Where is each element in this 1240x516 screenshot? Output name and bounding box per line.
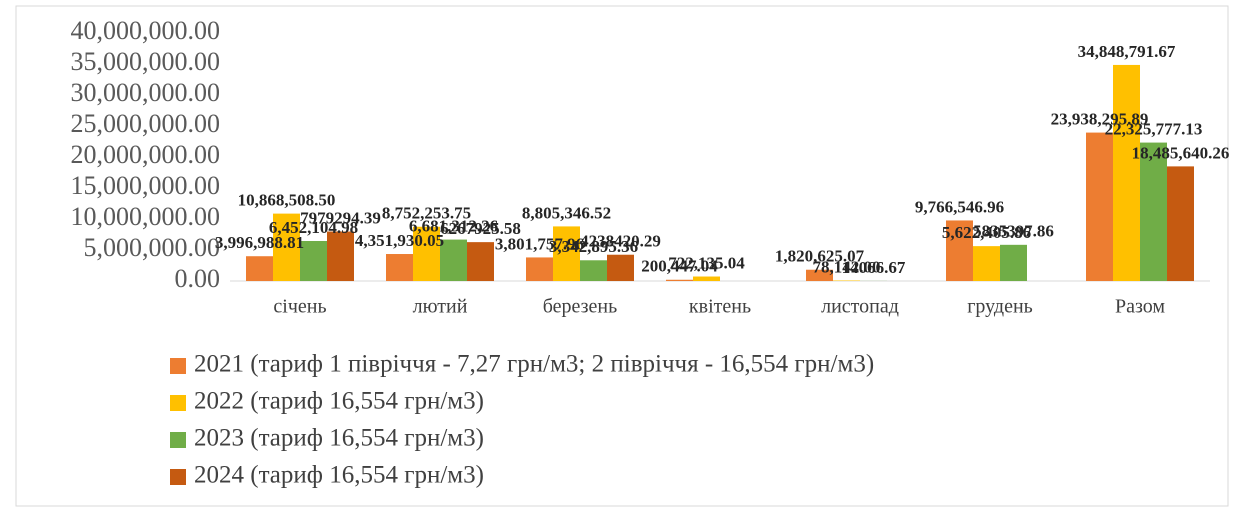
data-label: 18,485,640.26 bbox=[1132, 143, 1230, 162]
legend-label: 2024 (тариф 16,554 грн/м3) bbox=[194, 462, 484, 489]
x-tick-label: січень bbox=[273, 296, 326, 318]
bar bbox=[467, 242, 494, 281]
data-label: 10,868,508.50 bbox=[238, 191, 336, 210]
data-label: 4,351,930.05 bbox=[355, 231, 444, 250]
legend-swatch bbox=[170, 395, 186, 411]
legend-swatch bbox=[170, 469, 186, 485]
data-label: 3,801,757.96 bbox=[495, 234, 584, 253]
bar bbox=[386, 254, 413, 281]
y-tick-label: 5,000,000.00 bbox=[84, 233, 221, 262]
y-tick-label: 15,000,000.00 bbox=[71, 171, 221, 200]
data-label: 6,681,312.26 bbox=[409, 216, 498, 235]
x-tick-label: лютий bbox=[413, 296, 468, 318]
x-tick-label: квітень bbox=[689, 296, 751, 318]
bar bbox=[246, 256, 273, 281]
data-label: 78,142.00 bbox=[813, 257, 881, 276]
data-label: 4238420.29 bbox=[580, 232, 661, 251]
y-tick-label: 30,000,000.00 bbox=[71, 78, 221, 107]
data-label: 9,766,546.96 bbox=[915, 197, 1004, 216]
y-tick-label: 20,000,000.00 bbox=[71, 140, 221, 169]
data-label: 6,452,104.98 bbox=[269, 218, 358, 237]
data-label: 3,342,895.36 bbox=[549, 237, 638, 256]
data-label: 5835397.86 bbox=[973, 222, 1054, 241]
data-label: 722,135.04 bbox=[668, 253, 745, 272]
legend-label: 2023 (тариф 16,554 грн/м3) bbox=[194, 425, 484, 452]
bar bbox=[666, 279, 693, 281]
bar bbox=[553, 226, 580, 281]
bar bbox=[327, 231, 354, 281]
bar bbox=[526, 257, 553, 281]
bar bbox=[440, 239, 467, 281]
bar bbox=[1000, 244, 1027, 281]
y-tick-label: 10,000,000.00 bbox=[71, 202, 221, 231]
bar bbox=[300, 240, 327, 281]
data-label: 23,938,295.89 bbox=[1051, 109, 1149, 128]
y-tick-label: 40,000,000.00 bbox=[71, 16, 221, 45]
data-label: 8,805,346.52 bbox=[522, 203, 611, 222]
bar bbox=[946, 220, 973, 281]
bar bbox=[1086, 132, 1113, 281]
x-tick-label: листопад bbox=[821, 296, 899, 318]
data-label: 14066.67 bbox=[842, 258, 906, 277]
data-label: 7979294.39 bbox=[300, 208, 381, 227]
x-tick-label: березень bbox=[543, 296, 618, 318]
bar bbox=[273, 213, 300, 281]
data-label: 22,325,777.13 bbox=[1105, 119, 1203, 138]
data-label: 6267925.58 bbox=[440, 219, 521, 238]
data-label: 1,820,625.07 bbox=[775, 247, 865, 266]
data-label: 5,622,405.86 bbox=[942, 223, 1031, 242]
data-label: 34,848,791.67 bbox=[1078, 42, 1176, 61]
data-label: 200,447.04 bbox=[641, 257, 718, 276]
legend-label: 2021 (тариф 1 півріччя - 7,27 грн/м3; 2 … bbox=[194, 351, 874, 378]
legend-swatch bbox=[170, 358, 186, 374]
bar bbox=[1167, 166, 1194, 281]
bar bbox=[413, 226, 440, 281]
y-tick-label: 35,000,000.00 bbox=[71, 47, 221, 76]
legend-swatch bbox=[170, 432, 186, 448]
bar bbox=[607, 254, 634, 281]
bar bbox=[1140, 142, 1167, 281]
legend-label: 2022 (тариф 16,554 грн/м3) bbox=[194, 388, 484, 415]
data-label: 8,752,253.75 bbox=[382, 204, 471, 223]
bar bbox=[580, 260, 607, 281]
y-tick-label: 25,000,000.00 bbox=[71, 109, 221, 138]
bar bbox=[693, 276, 720, 281]
x-tick-label: Разом bbox=[1115, 296, 1165, 318]
bar bbox=[806, 269, 833, 281]
data-label: 3,996,988.81 bbox=[215, 233, 304, 252]
bar bbox=[1113, 64, 1140, 281]
bar bbox=[973, 246, 1000, 281]
y-tick-label: 0.00 bbox=[175, 264, 221, 293]
x-tick-label: грудень bbox=[967, 296, 1033, 318]
